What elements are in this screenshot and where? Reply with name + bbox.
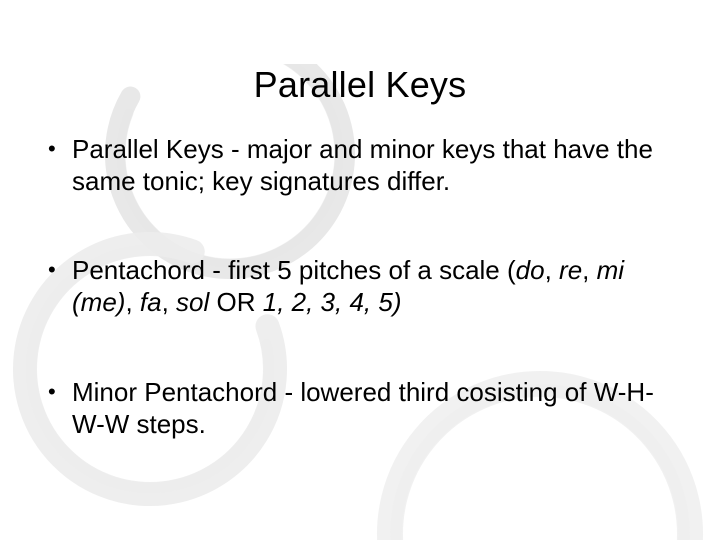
bullet-text-segment: , <box>545 255 559 285</box>
bullet-text-segment: Pentachord - first 5 pitches of a scale … <box>72 255 516 285</box>
bullet-text-segment: 1, 2, 3, 4, 5) <box>263 287 402 317</box>
bullet-text-segment: fa <box>140 287 162 317</box>
bullet-list: Parallel Keys - major and minor keys tha… <box>0 134 720 440</box>
bullet-text-segment: , <box>125 287 139 317</box>
bullet-text-segment: Minor Pentachord - lowered third cosisti… <box>72 377 654 439</box>
bullet-text-segment: OR <box>209 287 262 317</box>
bullet-text-segment: sol <box>176 287 209 317</box>
bullet-text-segment: re <box>559 255 582 285</box>
bullet-item: Parallel Keys - major and minor keys tha… <box>48 134 672 197</box>
bullet-item: Minor Pentachord - lowered third cosisti… <box>48 377 672 440</box>
bullet-text-segment: , <box>162 287 176 317</box>
bullet-text-segment: do <box>516 255 545 285</box>
slide-content: Parallel Keys Parallel Keys - major and … <box>0 64 720 540</box>
bullet-item: Pentachord - first 5 pitches of a scale … <box>48 255 672 318</box>
bullet-text-segment: Parallel Keys - major and minor keys tha… <box>72 134 653 196</box>
bullet-text-segment: , <box>582 255 596 285</box>
slide-title: Parallel Keys <box>0 64 720 106</box>
